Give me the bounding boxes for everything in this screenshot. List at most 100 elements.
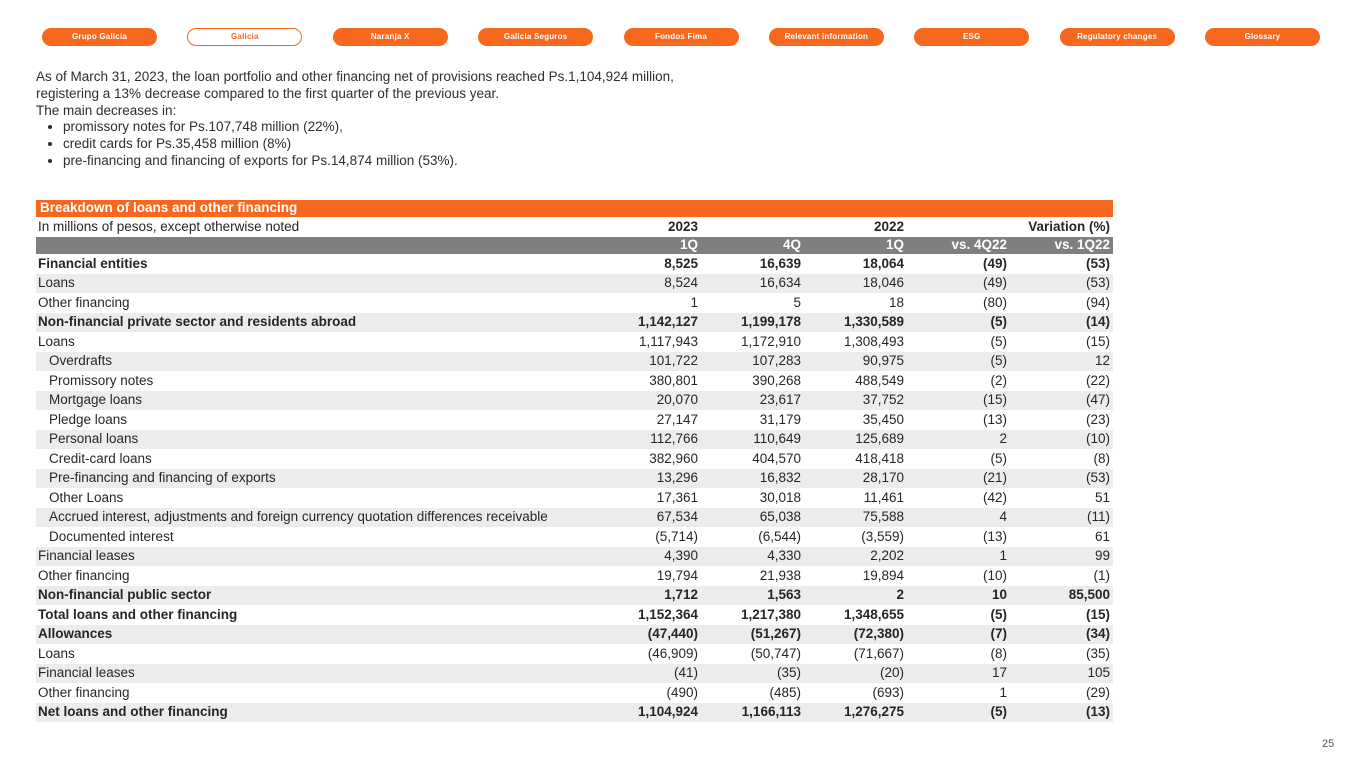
row-value: 1 [690, 294, 698, 310]
table-row: Other financing 1 5 18 (80) (94) [36, 293, 1113, 313]
row-value: (51,267) [750, 626, 801, 641]
row-value: 1,104,924 [637, 704, 698, 719]
table-body: Financial entities 8,525 16,639 18,064 (49) (… [36, 254, 1113, 722]
nav-pill-glossary[interactable]: Glossary [1205, 28, 1320, 46]
top-navigation: Grupo Galicia Galicia Naranja X Galicia Seg… [42, 28, 1320, 46]
row-label: Allowances [38, 626, 113, 641]
table-row: Total loans and other financing 1,152,364… [36, 605, 1113, 625]
row-value: 125,689 [855, 431, 904, 446]
year-header-2022: 2022 [873, 219, 904, 234]
row-value: 85,500 [1068, 587, 1110, 602]
row-value: (5) [990, 353, 1008, 368]
table-row: Other financing 19,794 21,938 19,894 (10) (1) [36, 566, 1113, 586]
row-value: (5) [990, 606, 1008, 622]
table-row: Financial entities 8,525 16,639 18,064 (49) (… [36, 254, 1113, 274]
row-label: Total loans and other financing [38, 606, 238, 622]
row-value: 112,766 [650, 431, 698, 446]
row-value: 16,639 [759, 255, 801, 271]
page-number: 25 [1322, 738, 1335, 750]
row-value: 5 [793, 294, 801, 310]
table-row: Net loans and other financing 1,104,924 1,… [36, 702, 1113, 722]
row-value: (35) [1085, 645, 1110, 661]
row-value: 12 [1094, 353, 1110, 368]
intro-line-2: registering a 13% decrease compared to t… [36, 85, 500, 101]
nav-pill-fondos-fima[interactable]: Fondos Fima [623, 28, 739, 46]
nav-pill-relevant-information[interactable]: Relevant information [768, 28, 884, 46]
nav-pill-esg[interactable]: ESG [914, 28, 1030, 46]
nav-pill-naranja-x[interactable]: Naranja X [332, 28, 448, 46]
row-value: (41) [673, 665, 698, 680]
row-label: Non-financial private sector and residen… [38, 314, 357, 329]
table-row: Loans (46,909) (50,747) (71,667) (8) (35) [36, 644, 1113, 664]
row-value: 1,348,655 [843, 606, 904, 622]
row-value: 8,525 [664, 255, 698, 271]
nav-pill-regulatory-changes[interactable]: Regulatory changes [1059, 28, 1175, 46]
nav-pill-grupo-galicia[interactable]: Grupo Galicia [42, 28, 157, 46]
nav-pill-galicia-seguros[interactable]: Galicia Seguros [478, 28, 594, 46]
year-header-2023: 2023 [667, 219, 698, 234]
row-label: Pre-financing and financing of exports [49, 470, 276, 485]
row-label: Non-financial public sector [38, 587, 212, 602]
row-value: 27,147 [656, 411, 698, 427]
row-value: 4 [999, 509, 1007, 524]
column-header: vs. 1Q22 [1054, 237, 1110, 252]
row-value: 107,283 [752, 353, 801, 368]
row-value: (42) [982, 489, 1007, 505]
row-label: Financial leases [38, 548, 135, 563]
row-value: 37,752 [862, 392, 904, 407]
intro-bullet: promissory notes for Ps.107,748 million … [63, 119, 674, 136]
row-value: 18 [888, 294, 904, 310]
row-value: 110,649 [753, 431, 801, 446]
row-label: Credit-card loans [49, 450, 152, 466]
row-value: 8,524 [664, 275, 698, 290]
table-row: Documented interest (5,714) (6,544) (3,559)… [36, 527, 1113, 547]
intro-bullets: promissory notes for Ps.107,748 million … [63, 119, 674, 169]
row-value: 13,296 [656, 470, 698, 485]
row-value: 19,794 [656, 567, 698, 583]
table-subtitle: In millions of pesos, except otherwise n… [38, 219, 300, 234]
row-value: 418,418 [855, 450, 904, 466]
row-value: 1,117,943 [638, 333, 698, 349]
row-value: (50,747) [750, 645, 801, 661]
row-value: (693) [872, 684, 904, 700]
row-value: 16,832 [759, 470, 801, 485]
row-value: (6,544) [758, 528, 801, 544]
table-row: Financial leases 4,390 4,330 2,202 1 99 [36, 546, 1113, 566]
row-label: Financial leases [38, 665, 135, 680]
table-row: Credit-card loans 382,960 404,570 418,418 (5… [36, 449, 1113, 469]
table-row: Mortgage loans 20,070 23,617 37,752 (15) (47) [36, 390, 1113, 410]
row-value: 390,268 [752, 372, 801, 388]
row-value: 1 [999, 684, 1007, 700]
table-row: Accrued interest, adjustments and foreig… [36, 507, 1113, 527]
row-value: (20) [879, 665, 904, 680]
row-value: 1,308,493 [843, 333, 904, 349]
table-subheader: In millions of pesos, except otherwise n… [36, 217, 1113, 237]
nav-pill-galicia[interactable]: Galicia [187, 28, 303, 46]
intro-bullet: credit cards for Ps.35,458 million (8%) [63, 136, 674, 153]
row-label: Net loans and other financing [38, 704, 228, 719]
row-value: (5) [990, 704, 1008, 719]
table-row: Loans 8,524 16,634 18,046 (49) (53) [36, 273, 1113, 293]
row-value: 17 [991, 665, 1007, 680]
row-value: (71,667) [853, 645, 904, 661]
row-value: 18,046 [862, 275, 904, 290]
row-value: (21) [982, 470, 1007, 485]
row-value: (13) [982, 411, 1007, 427]
row-value: (7) [990, 626, 1008, 641]
row-value: 404,570 [752, 450, 801, 466]
table-row: Allowances (47,440) (51,267) (72,380) (7) (34… [36, 624, 1113, 644]
row-value: 31,179 [759, 411, 801, 427]
row-value: 75,588 [862, 509, 904, 524]
row-value: 23,617 [759, 392, 801, 407]
row-value: (15) [1085, 333, 1110, 349]
row-value: (53) [1085, 470, 1110, 485]
intro-line-1: As of March 31, 2023, the loan portfolio… [36, 69, 674, 84]
row-value: 10 [991, 587, 1007, 602]
row-value: 20,070 [656, 392, 698, 407]
row-value: 51 [1094, 489, 1110, 505]
row-value: (490) [666, 684, 698, 700]
row-value: 101,722 [649, 353, 698, 368]
column-header: vs. 4Q22 [951, 237, 1007, 252]
table-row: Pledge loans 27,147 31,179 35,450 (13) (23) [36, 410, 1113, 430]
intro-text: As of March 31, 2023, the loan portfolio… [36, 69, 674, 170]
